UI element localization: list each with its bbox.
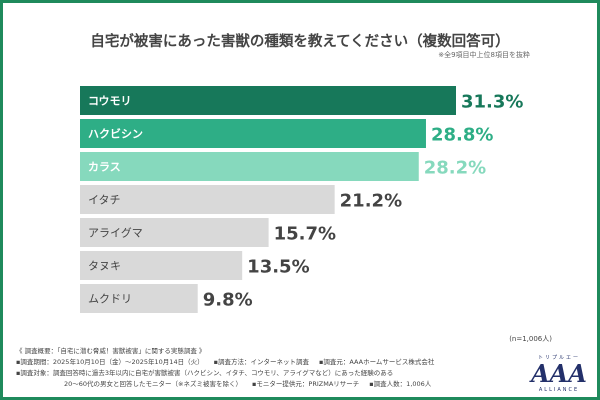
category-label: イタチ	[88, 194, 121, 207]
bar-5	[80, 218, 269, 247]
survey-method: ▪調査方法：インターネット調査	[213, 358, 309, 366]
bar-1	[80, 86, 456, 115]
chart-title: 自宅が被害にあった害獣の種類を教えてください（複数回答可）	[90, 34, 510, 50]
aaa-alliance-logo: トリプルエー AAA ALLIANCE	[530, 354, 588, 393]
survey-target: ▪調査対象：調査回答時に過去3年以内に自宅が害獣被害（ハクビシン、イタチ、コウモ…	[16, 369, 394, 377]
sample-size: (n=1,006人)	[509, 335, 552, 343]
value-label: 9.8%	[203, 290, 253, 311]
category-label: ムクドリ	[88, 293, 132, 306]
footer-row-4: 20～60代の男女と回答したモニター（※ネズミ被害を除く） ▪モニター提供元：P…	[16, 379, 526, 390]
category-label: アライグマ	[88, 226, 143, 240]
value-label: 21.2%	[340, 191, 402, 212]
bar-2	[80, 119, 426, 148]
bar-7	[80, 284, 198, 313]
logo-main: AAA	[531, 359, 587, 388]
bar-4	[80, 185, 335, 214]
chart-note: ※全9項目中上位8項目を抜粋	[438, 51, 530, 59]
value-label: 13.5%	[247, 257, 309, 278]
value-label: 31.3%	[461, 92, 523, 113]
category-label: コウモリ	[88, 95, 132, 108]
category-label: ハクビシン	[88, 127, 143, 141]
logo-sub: ALLIANCE	[538, 387, 580, 393]
footer-row-3: ▪調査対象：調査回答時に過去3年以内に自宅が害獣被害（ハクビシン、イタチ、コウモ…	[16, 368, 526, 379]
value-label: 15.7%	[274, 224, 336, 245]
survey-footer: 《 調査概要：「自宅に潜む脅威！害獣被害」に関する実態調査 》 ▪調査期間：20…	[16, 346, 526, 390]
survey-target-2: 20～60代の男女と回答したモニター（※ネズミ被害を除く）	[64, 380, 242, 388]
survey-count: ▪調査人数：1,006人	[369, 380, 432, 388]
footer-row-2: ▪調査期間：2025年10月10日（金）～2025年10月14日（火） ▪調査方…	[16, 357, 526, 368]
value-label: 28.8%	[431, 125, 493, 146]
bar-6	[80, 251, 243, 280]
survey-org: ▪調査元：AAAホームサービス株式会社	[318, 358, 435, 366]
bar-3	[80, 152, 419, 181]
value-label: 28.2%	[424, 158, 486, 179]
bar-chart: コウモリ 31.3% ハクビシン 28.8% カラス 28.2% イタチ 21.2% アライグマ…	[80, 86, 523, 313]
survey-provider: ▪モニター提供元：PRIZMAリサーチ	[252, 380, 360, 388]
survey-title: 《 調査概要：「自宅に潜む脅威！害獣被害」に関する実態調査 》	[16, 347, 206, 355]
survey-period: ▪調査期間：2025年10月10日（金）～2025年10月14日（火）	[16, 358, 204, 366]
category-label: カラス	[88, 161, 121, 174]
footer-row-1: 《 調査概要：「自宅に潜む脅威！害獣被害」に関する実態調査 》	[16, 346, 526, 357]
category-label: タヌキ	[88, 260, 121, 273]
logo-kana: トリプルエー	[537, 355, 580, 361]
